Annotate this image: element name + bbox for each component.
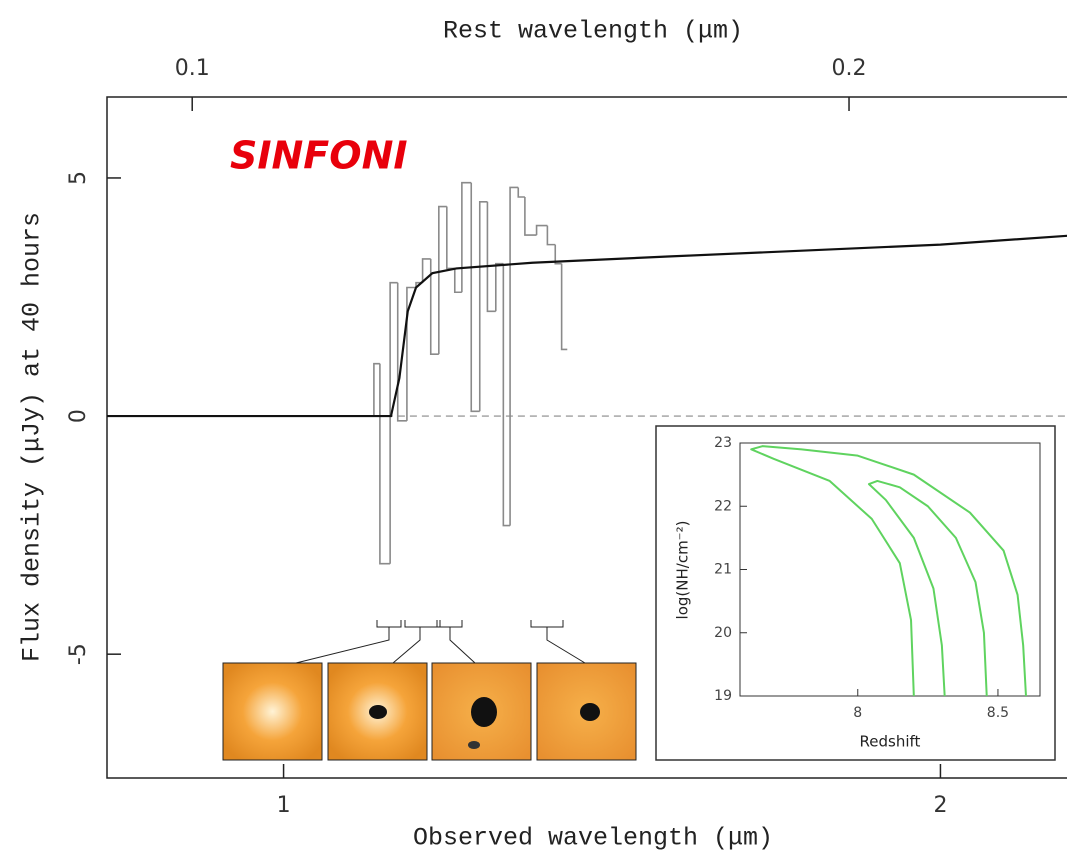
- inset-x-label: Redshift: [860, 733, 921, 751]
- inset-y-tick-label: 20: [714, 625, 732, 641]
- step-bin: [486, 201, 496, 313]
- contour: [750, 445, 1027, 697]
- inset-y-tick-label: 23: [714, 435, 732, 451]
- step-bin: [421, 258, 431, 283]
- inset-y-tick-label: 19: [714, 688, 732, 704]
- step-bin: [396, 282, 407, 422]
- y-tick-label: 5: [66, 171, 91, 185]
- y-tick-label: -5: [66, 643, 91, 665]
- step-bin: [406, 286, 417, 421]
- source-blob: [471, 697, 497, 727]
- top-axis-label: Rest wavelength (μm): [443, 17, 743, 46]
- inset-y-tick-label: 21: [714, 562, 732, 578]
- thumbnails: [222, 620, 637, 761]
- step-bin: [379, 363, 391, 565]
- model-line: [107, 234, 1067, 418]
- y-axis-label: Flux density (μJy) at 40 hours: [18, 212, 47, 662]
- contour: [867, 479, 988, 697]
- step-bin: [524, 197, 537, 236]
- inset-frame: [655, 425, 1056, 761]
- x-tick-label: 1: [277, 793, 291, 818]
- inset-y-tick-label: 22: [714, 498, 732, 514]
- step-bin: [429, 258, 439, 355]
- plot-frame: [106, 96, 1067, 779]
- top-tick-label: 0.1: [175, 56, 210, 81]
- step-bin: [453, 268, 462, 294]
- inset-x-tick-label: 8: [853, 705, 862, 721]
- bracket: [295, 620, 402, 664]
- x-axis-label: Observed wavelength (μm): [413, 824, 773, 853]
- inset-x-tick-label: 8.5: [987, 705, 1009, 721]
- step-bin: [502, 263, 511, 527]
- inset-y-label: log(NH/cm⁻²): [674, 521, 692, 620]
- step-bin: [446, 206, 455, 270]
- step-bin: [554, 244, 562, 265]
- top-tick-label: 0.2: [832, 56, 867, 81]
- annotation: SINFONI: [230, 134, 408, 178]
- step-bin: [389, 281, 398, 564]
- step-bin: [470, 182, 480, 413]
- x-tick-label: 2: [933, 793, 947, 818]
- step-bin: [494, 262, 504, 312]
- y-tick-label: 0: [66, 409, 91, 423]
- step-bin: [438, 205, 447, 355]
- step-bin: [517, 187, 525, 198]
- thumbnail: [222, 662, 323, 761]
- step-bin: [478, 200, 488, 412]
- bracket: [436, 620, 476, 664]
- bracket: [530, 620, 586, 664]
- step-bin: [461, 181, 472, 293]
- source-blob: [580, 703, 600, 721]
- step-bin: [373, 362, 380, 417]
- step-bin: [546, 225, 556, 246]
- step-bin: [535, 224, 548, 236]
- step-bin: [560, 263, 568, 351]
- step-bin: [509, 186, 519, 526]
- bracket: [392, 620, 441, 664]
- source-blob: [468, 741, 480, 749]
- source-blob: [369, 705, 387, 719]
